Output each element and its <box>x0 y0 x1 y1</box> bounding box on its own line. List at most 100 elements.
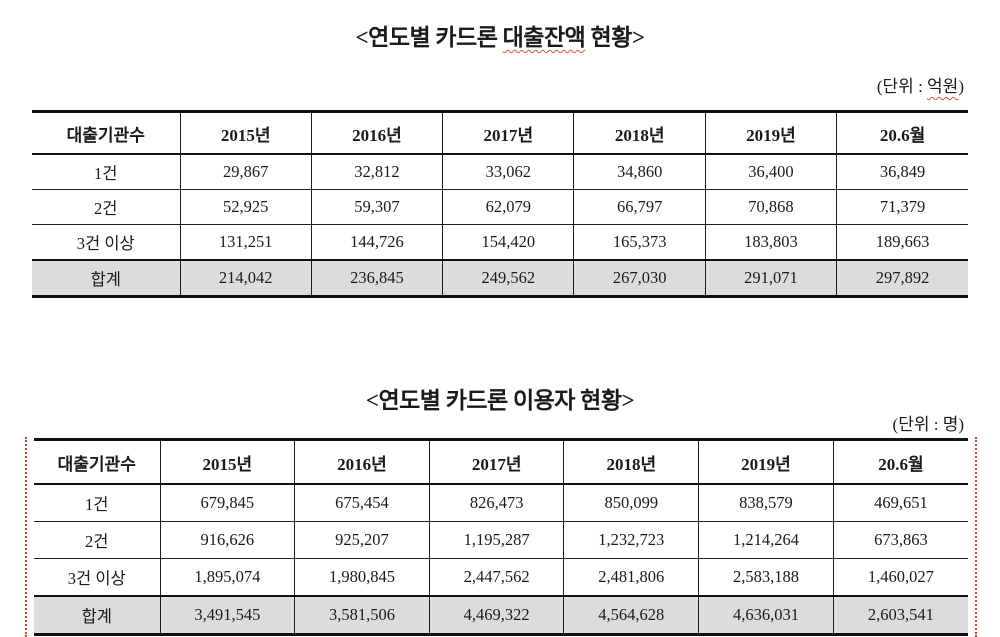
value-cell: 33,062 <box>442 153 575 190</box>
row-label-cell: 2건 <box>34 521 161 559</box>
value-cell: 675,454 <box>294 483 430 522</box>
value-cell: 673,863 <box>832 521 968 559</box>
value-cell: 165,373 <box>573 224 706 261</box>
row-label-cell: 3건 이상 <box>34 558 161 597</box>
table-body: 1건 29,867 32,812 33,062 34,860 36,400 36,849 2건… <box>32 153 968 297</box>
header-row: 대출기관수 2015년 2016년 2017년 2018년 2019년 20.6월 <box>34 439 968 485</box>
value-cell: 838,579 <box>698 483 834 522</box>
value-cell: 297,892 <box>836 259 968 297</box>
value-cell: 52,925 <box>179 189 312 225</box>
total-row: 합계 3,491,545 3,581,506 4,469,322 4,564,628 4,… <box>34 595 968 635</box>
year-column-header: 2017년 <box>428 439 565 485</box>
value-cell: 1,980,845 <box>294 558 430 597</box>
misspell-wavy-underline-text: 대출잔액 <box>502 25 586 50</box>
loan-users-unit-label: (단위 : 명) <box>893 410 964 435</box>
value-cell: 249,562 <box>442 259 575 297</box>
table-row: 3건 이상 131,251 144,726 154,420 165,373 183,803… <box>32 224 968 261</box>
value-cell: 34,860 <box>573 153 706 190</box>
year-column-header: 2016년 <box>294 439 430 485</box>
value-cell: 469,651 <box>832 483 968 522</box>
year-column-header: 2018년 <box>563 439 700 485</box>
misspell-wavy-underline-text: 억원 <box>927 77 959 96</box>
value-cell: 925,207 <box>294 521 430 559</box>
year-column-header: 20.6월 <box>832 439 968 485</box>
text-segment: <연도별 카드론 이용자 현황> <box>365 388 635 413</box>
value-cell: 1,460,027 <box>832 558 968 597</box>
year-column-header: 2019년 <box>704 111 838 155</box>
header-row: 대출기관수 2015년 2016년 2017년 2018년 2019년 20.6월 <box>32 111 968 155</box>
loan-users-table-container: 대출기관수 2015년 2016년 2017년 2018년 2019년 20.6월 1건 67… <box>25 437 977 637</box>
table-row: 3건 이상 1,895,074 1,980,845 2,447,562 2,481,80… <box>34 558 968 597</box>
value-cell: 32,812 <box>310 153 444 190</box>
table-row: 2건 52,925 59,307 62,079 66,797 70,868 71,379 <box>32 189 968 225</box>
value-cell: 2,481,806 <box>563 558 700 597</box>
value-cell: 131,251 <box>179 224 312 261</box>
value-cell: 66,797 <box>573 189 706 225</box>
row-label-cell: 3건 이상 <box>32 224 181 261</box>
year-column-header: 2015년 <box>159 439 296 485</box>
year-column-header: 2015년 <box>179 111 312 155</box>
year-column-header: 2019년 <box>698 439 834 485</box>
loan-balance-table-container: 대출기관수 2015년 2016년 2017년 2018년 2019년 20.6월 1건 29… <box>32 110 968 298</box>
value-cell: 183,803 <box>704 224 838 261</box>
value-cell: 70,868 <box>704 189 838 225</box>
value-cell: 679,845 <box>159 483 296 522</box>
value-cell: 189,663 <box>836 224 968 261</box>
value-cell: 850,099 <box>563 483 700 522</box>
text-segment: (단위 : 명) <box>892 415 964 434</box>
value-cell: 59,307 <box>310 189 444 225</box>
value-cell: 236,845 <box>310 259 444 297</box>
value-cell: 1,232,723 <box>563 521 700 559</box>
value-cell: 29,867 <box>179 153 312 190</box>
value-cell: 2,447,562 <box>428 558 565 597</box>
row-label-cell: 합계 <box>32 259 181 297</box>
value-cell: 916,626 <box>159 521 296 559</box>
value-cell: 62,079 <box>442 189 575 225</box>
value-cell: 1,214,264 <box>698 521 834 559</box>
value-cell: 1,195,287 <box>428 521 565 559</box>
year-column-header: 20.6월 <box>836 111 968 155</box>
table-body: 1건 679,845 675,454 826,473 850,099 838,579 469… <box>34 483 968 635</box>
text-segment: (단위 : <box>876 77 928 96</box>
value-cell: 1,895,074 <box>159 558 296 597</box>
value-cell: 71,379 <box>836 189 968 225</box>
text-segment: <연도별 카드론 <box>355 25 503 50</box>
table-row: 1건 679,845 675,454 826,473 850,099 838,579 469… <box>34 483 968 522</box>
value-cell: 214,042 <box>179 259 312 297</box>
row-label-cell: 1건 <box>32 153 181 190</box>
value-cell: 36,849 <box>836 153 968 190</box>
value-cell: 291,071 <box>704 259 838 297</box>
value-cell: 4,636,031 <box>698 595 834 635</box>
loan-balance-table: 대출기관수 2015년 2016년 2017년 2018년 2019년 20.6월 1건 29… <box>32 110 968 298</box>
value-cell: 3,491,545 <box>159 595 296 635</box>
year-column-header: 2018년 <box>573 111 706 155</box>
loan-users-table-title: <연도별 카드론 이용자 현황> <box>0 381 1000 415</box>
loan-balance-table-title: <연도별 카드론 대출잔액 현황> <box>0 18 1000 52</box>
year-column-header: 2016년 <box>310 111 444 155</box>
row-label-cell: 1건 <box>34 483 161 522</box>
table-row: 2건 916,626 925,207 1,195,287 1,232,723 1,214,… <box>34 521 968 559</box>
table-header: 대출기관수 2015년 2016년 2017년 2018년 2019년 20.6월 <box>32 111 968 155</box>
text-segment: ) <box>958 77 964 96</box>
year-column-header: 2017년 <box>442 111 575 155</box>
value-cell: 3,581,506 <box>294 595 430 635</box>
value-cell: 4,564,628 <box>563 595 700 635</box>
value-cell: 267,030 <box>573 259 706 297</box>
row-label-column-header: 대출기관수 <box>32 111 181 155</box>
table-header: 대출기관수 2015년 2016년 2017년 2018년 2019년 20.6월 <box>34 439 968 485</box>
value-cell: 2,603,541 <box>832 595 968 635</box>
text-segment: 현황> <box>585 25 645 50</box>
loan-users-table: 대출기관수 2015년 2016년 2017년 2018년 2019년 20.6월 1건 67… <box>34 438 968 636</box>
loan-balance-unit-label: (단위 : 억원) <box>877 72 964 97</box>
value-cell: 4,469,322 <box>428 595 565 635</box>
value-cell: 144,726 <box>310 224 444 261</box>
value-cell: 2,583,188 <box>698 558 834 597</box>
row-label-column-header: 대출기관수 <box>34 439 161 485</box>
value-cell: 36,400 <box>704 153 838 190</box>
value-cell: 826,473 <box>428 483 565 522</box>
value-cell: 154,420 <box>442 224 575 261</box>
table-row: 1건 29,867 32,812 33,062 34,860 36,400 36,849 <box>32 153 968 190</box>
row-label-cell: 합계 <box>34 595 161 635</box>
row-label-cell: 2건 <box>32 189 181 225</box>
